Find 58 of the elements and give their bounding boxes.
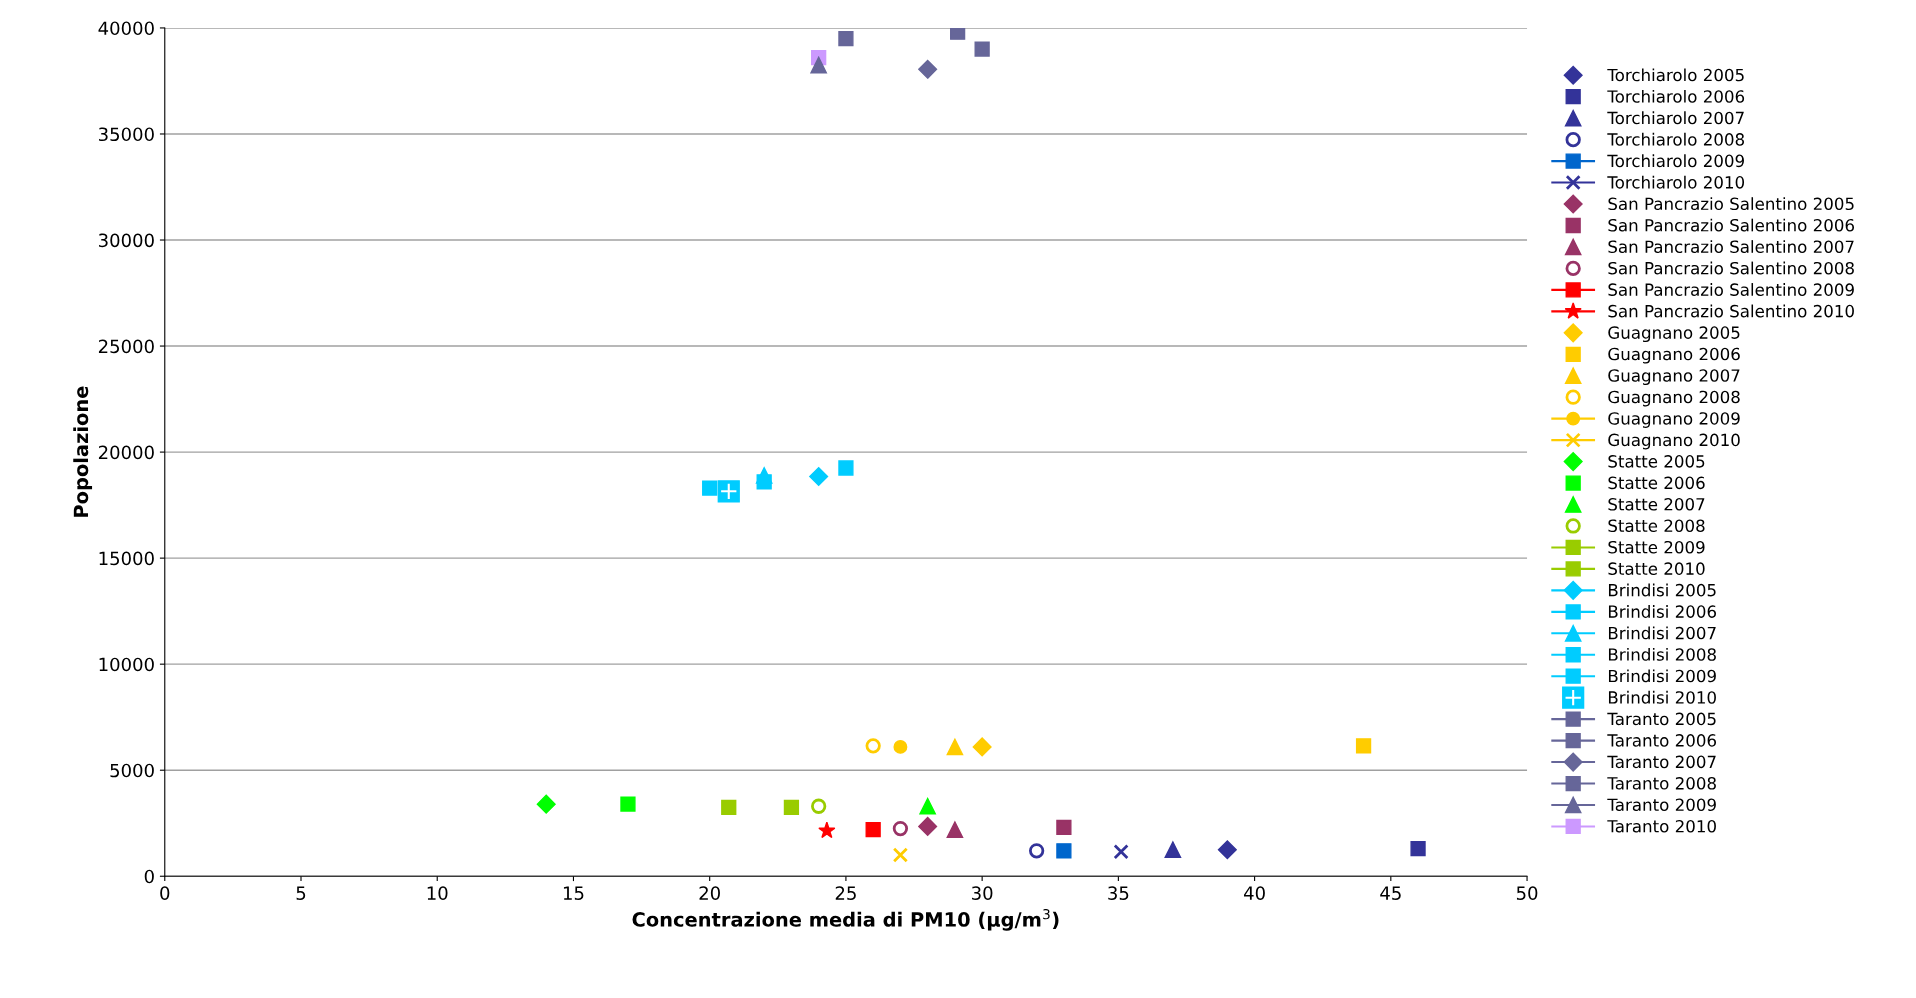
x-tick-label: 40	[1243, 886, 1265, 900]
x-tick-label: 5	[296, 886, 306, 900]
legend-label: Taranto 2005	[1607, 712, 1716, 726]
legend-label: Guagnano 2005	[1608, 326, 1740, 343]
legend-label: Brindisi 2010	[1608, 690, 1716, 704]
legend-label: Torchiarolo 2006	[1607, 89, 1745, 103]
legend-label: Taranto 2009	[1607, 798, 1716, 812]
legend-label: Statte 2010	[1608, 562, 1705, 575]
y-tick-label: 0	[144, 869, 154, 884]
x-tick-label: 20	[699, 886, 720, 900]
x-tick-label: 30	[972, 886, 993, 900]
legend-label: Statte 2008	[1608, 519, 1705, 533]
legend-label: Brindisi 2007	[1608, 626, 1716, 640]
legend-label: Statte 2007	[1608, 497, 1705, 511]
legend-label: San Pancrazio Salentino 2008	[1608, 261, 1854, 275]
legend-label: San Pancrazio Salentino 2007	[1608, 240, 1854, 254]
legend-label: Guagnano 2010	[1608, 433, 1740, 450]
legend-label: Torchiarolo 2010	[1607, 175, 1745, 189]
legend-label: Torchiarolo 2009	[1607, 154, 1744, 168]
legend-label: Brindisi 2009	[1608, 669, 1716, 683]
y-axis-title: Popolazione	[73, 386, 93, 517]
x-axis-title: Concentrazione media di PM10 (μg/m$^{3}$)	[632, 909, 1059, 931]
legend-label: Torchiarolo 2008	[1607, 132, 1745, 146]
y-tick-label: 5000	[110, 763, 154, 778]
legend-label: Torchiarolo 2005	[1607, 68, 1744, 82]
legend-label: Taranto 2008	[1607, 777, 1716, 790]
y-tick-label: 20000	[98, 445, 154, 460]
x-tick-label: 45	[1380, 886, 1401, 900]
legend-label: San Pancrazio Salentino 2010	[1608, 304, 1854, 318]
legend-label: Taranto 2007	[1607, 755, 1716, 769]
legend-label: Brindisi 2006	[1608, 605, 1717, 618]
x-tick-label: 10	[427, 886, 448, 900]
legend-label: Statte 2009	[1608, 540, 1705, 554]
y-tick-label: 40000	[98, 21, 154, 36]
x-tick-label: 15	[563, 886, 584, 900]
x-tick-label: 35	[1108, 886, 1129, 900]
legend-label: Statte 2005	[1608, 455, 1705, 468]
legend-label: San Pancrazio Salentino 2005	[1608, 197, 1854, 211]
legend-label: Taranto 2006	[1607, 734, 1717, 747]
legend-label: Brindisi 2008	[1608, 647, 1716, 661]
legend-label: Brindisi 2005	[1608, 583, 1716, 597]
legend-label: Taranto 2010	[1607, 819, 1716, 833]
legend-label: Guagnano 2009	[1608, 412, 1740, 428]
y-tick-label: 10000	[99, 657, 154, 672]
y-tick-label: 15000	[99, 551, 154, 566]
legend-label: Statte 2006	[1608, 476, 1705, 490]
legend-label: Guagnano 2008	[1608, 390, 1740, 407]
y-tick-label: 35000	[98, 127, 154, 142]
x-tick-label: 0	[160, 886, 170, 900]
legend-label: Guagnano 2007	[1608, 369, 1740, 386]
legend-label: Torchiarolo 2007	[1607, 111, 1744, 125]
x-tick-label: 50	[1516, 886, 1538, 900]
legend-label: Guagnano 2006	[1608, 347, 1740, 364]
y-tick-label: 25000	[98, 339, 154, 354]
legend-label: San Pancrazio Salentino 2006	[1608, 218, 1854, 232]
x-tick-label: 25	[835, 886, 856, 900]
legend-label: San Pancrazio Salentino 2009	[1608, 283, 1854, 296]
y-tick-label: 30000	[98, 233, 154, 248]
